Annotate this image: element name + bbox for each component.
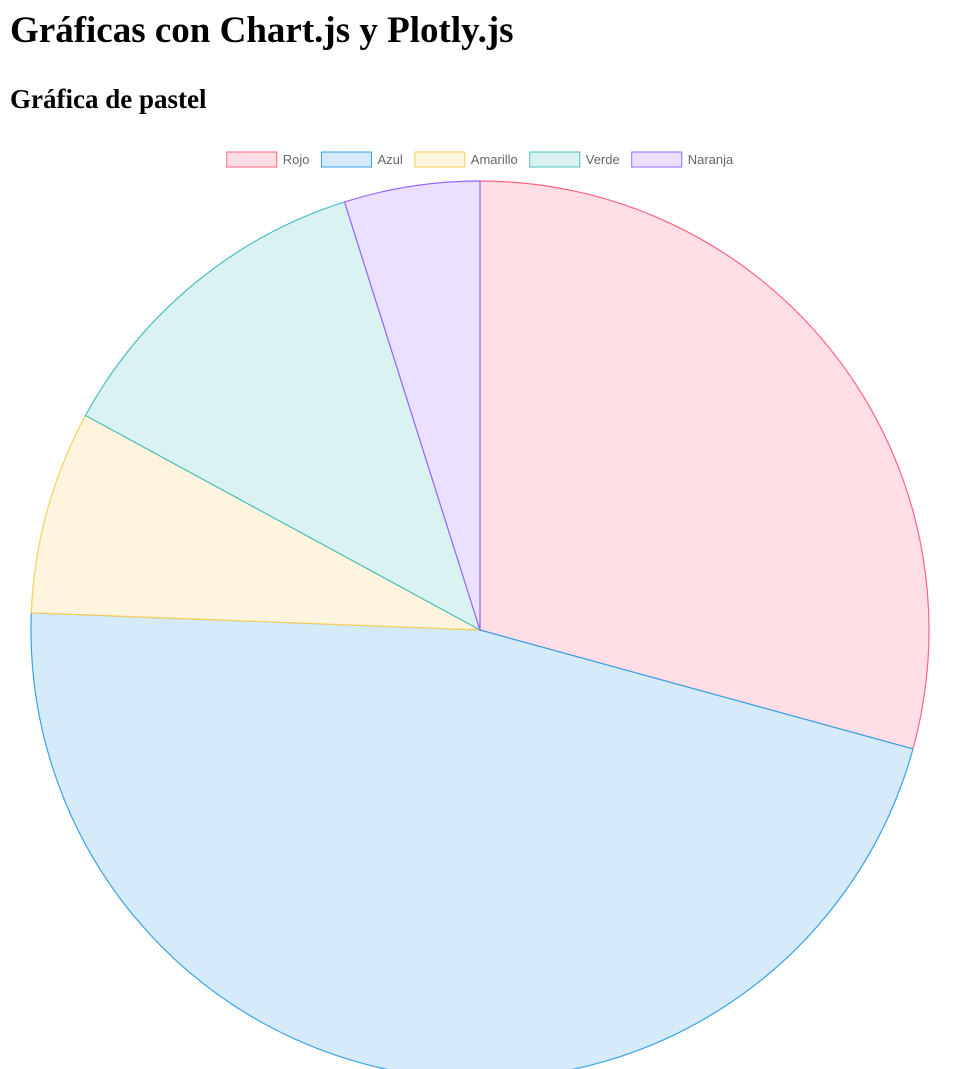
pie-slice-naranja[interactable] <box>343 180 481 631</box>
pie-slices <box>30 180 930 1069</box>
legend-label: Naranja <box>688 152 734 167</box>
legend-swatch <box>226 151 278 168</box>
legend-label: Rojo <box>283 152 310 167</box>
pie-slice-amarillo[interactable] <box>30 414 481 631</box>
legend-swatch <box>529 151 581 168</box>
pie-slice-verde[interactable] <box>84 201 481 631</box>
legend-item-azul[interactable]: Azul <box>320 151 403 168</box>
legend: Rojo Azul Amarillo Verde Naranja <box>226 151 734 168</box>
pie-slice-azul[interactable] <box>30 612 914 1069</box>
legend-swatch <box>320 151 372 168</box>
section-title: Gráfica de pastel <box>10 84 207 114</box>
page-title: Gráficas con Chart.js y Plotly.js <box>10 10 514 51</box>
legend-label: Verde <box>586 152 620 167</box>
legend-label: Azul <box>377 152 402 167</box>
legend-item-rojo[interactable]: Rojo <box>226 151 310 168</box>
legend-item-naranja[interactable]: Naranja <box>631 151 734 168</box>
legend-swatch <box>631 151 683 168</box>
legend-item-verde[interactable]: Verde <box>529 151 620 168</box>
legend-item-amarillo[interactable]: Amarillo <box>414 151 518 168</box>
legend-label: Amarillo <box>471 152 518 167</box>
pie-slice-rojo[interactable] <box>479 180 930 750</box>
legend-swatch <box>414 151 466 168</box>
